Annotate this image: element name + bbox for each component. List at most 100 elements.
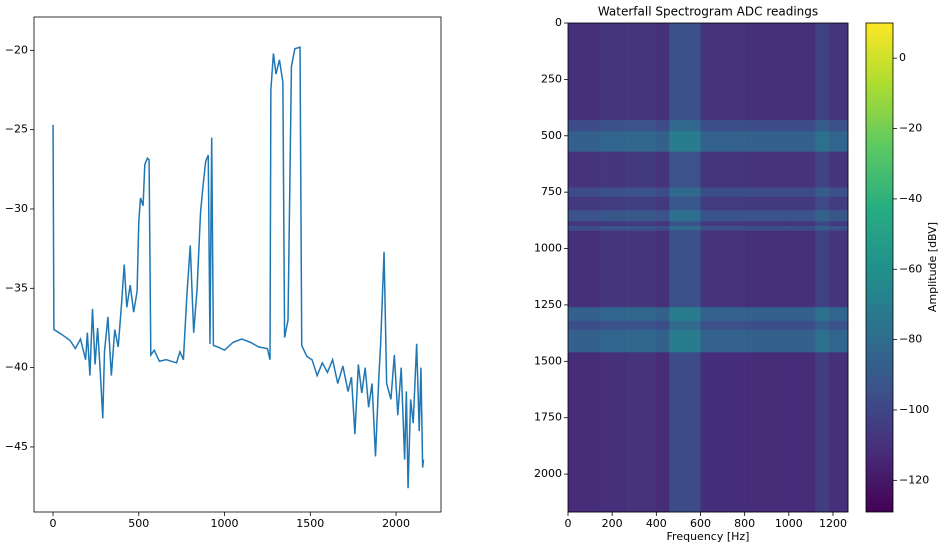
heatmap-cell bbox=[656, 196, 670, 211]
heatmap-cell bbox=[627, 210, 657, 222]
heatmap-cell bbox=[700, 131, 745, 152]
heatmap-cell bbox=[815, 221, 829, 227]
heatmap-cell bbox=[627, 230, 657, 308]
heatmap-cell bbox=[815, 119, 829, 132]
heatmap-cell bbox=[815, 23, 829, 121]
heatmap-cell bbox=[788, 151, 816, 188]
heatmap-cell bbox=[601, 230, 628, 308]
heatmap-cell bbox=[669, 196, 701, 211]
heatmap-cell bbox=[568, 151, 602, 188]
heatmap-cell bbox=[627, 196, 657, 211]
colorbar-label: Amplitude [dBV] bbox=[926, 222, 939, 312]
x-tick-label: 1500 bbox=[296, 517, 324, 530]
heatmap-cell bbox=[700, 221, 745, 227]
heatmap-cell bbox=[828, 210, 849, 222]
heatmap-cell bbox=[669, 210, 701, 222]
heatmap-cell bbox=[669, 119, 701, 132]
heatmap-cell bbox=[744, 151, 790, 188]
heatmap-cell bbox=[744, 230, 790, 308]
colorbar-tick-label: −120 bbox=[899, 473, 929, 486]
heatmap-cell bbox=[815, 196, 829, 211]
y-tick-label: 250 bbox=[541, 72, 562, 85]
heatmap-cell bbox=[627, 151, 657, 188]
x-tick-label: 1000 bbox=[211, 517, 239, 530]
heatmap-cell bbox=[656, 187, 670, 197]
heatmap-cell bbox=[700, 320, 745, 331]
y-tick-label: −20 bbox=[5, 43, 28, 56]
heatmap-cell bbox=[788, 307, 816, 322]
x-tick-label: 400 bbox=[646, 517, 667, 530]
heatmap-cell bbox=[601, 320, 628, 331]
x-tick-label: 600 bbox=[690, 517, 711, 530]
heatmap-cell bbox=[744, 307, 790, 322]
heatmap-cell bbox=[568, 352, 602, 513]
y-tick-label: −30 bbox=[5, 202, 28, 215]
y-tick-label: 500 bbox=[541, 129, 562, 142]
heatmap-cell bbox=[744, 119, 790, 132]
heatmap-cell bbox=[669, 230, 701, 308]
y-tick-label: 0 bbox=[555, 16, 562, 29]
heatmap-cell bbox=[669, 131, 701, 152]
x-tick-label: 1000 bbox=[775, 517, 803, 530]
heatmap-cell bbox=[828, 352, 849, 513]
heatmap-cell bbox=[744, 352, 790, 513]
axes-frame bbox=[33, 16, 442, 513]
heatmap-cell bbox=[828, 329, 849, 353]
heatmap-cell bbox=[601, 187, 628, 197]
heatmap-cell bbox=[828, 196, 849, 211]
heatmap-cell bbox=[568, 221, 602, 227]
heatmap-cell bbox=[700, 352, 745, 513]
heatmap-cell bbox=[788, 352, 816, 513]
heatmap-cell bbox=[627, 131, 657, 152]
heatmap-cell bbox=[744, 221, 790, 227]
heatmap-cell bbox=[601, 307, 628, 322]
heatmap-cell bbox=[669, 329, 701, 353]
heatmap-cell bbox=[828, 187, 849, 197]
heatmap-cell bbox=[656, 119, 670, 132]
x-tick-label: 200 bbox=[602, 517, 623, 530]
heatmap-cell bbox=[788, 131, 816, 152]
heatmap-cell bbox=[788, 225, 816, 231]
x-axis-label: Frequency [Hz] bbox=[667, 530, 750, 543]
heatmap-cell bbox=[815, 329, 829, 353]
heatmap-cell bbox=[700, 196, 745, 211]
heatmap-cell bbox=[627, 221, 657, 227]
heatmap-cell bbox=[828, 23, 849, 121]
heatmap-cell bbox=[656, 221, 670, 227]
heatmap-cell bbox=[656, 151, 670, 188]
heatmap-cell bbox=[815, 151, 829, 188]
heatmap-cell bbox=[568, 210, 602, 222]
x-tick-label: 500 bbox=[128, 517, 149, 530]
y-tick-label: 1750 bbox=[534, 411, 562, 424]
heatmap-cell bbox=[568, 187, 602, 197]
heatmap-cell bbox=[788, 329, 816, 353]
y-tick-label: −40 bbox=[5, 361, 28, 374]
heatmap-cell bbox=[568, 307, 602, 322]
heatmap-cell bbox=[788, 187, 816, 197]
heatmap-cell bbox=[744, 225, 790, 231]
heatmap-cell bbox=[788, 221, 816, 227]
heatmap-cell bbox=[656, 320, 670, 331]
heatmap-cell bbox=[568, 225, 602, 231]
heatmap-cell bbox=[669, 225, 701, 231]
heatmap-cell bbox=[700, 187, 745, 197]
x-tick-label: 800 bbox=[734, 517, 755, 530]
colorbar-tick-label: −20 bbox=[899, 122, 922, 135]
heatmap-cell bbox=[601, 329, 628, 353]
heatmap-cell bbox=[669, 320, 701, 331]
heatmap-cell bbox=[744, 320, 790, 331]
heatmap-cell bbox=[627, 225, 657, 231]
heatmap-cell bbox=[700, 329, 745, 353]
heatmap-cell bbox=[669, 23, 701, 121]
axes-frame bbox=[567, 22, 849, 513]
heatmap-cell bbox=[828, 119, 849, 132]
colorbar-tick-label: 0 bbox=[899, 51, 906, 64]
x-tick-label: 1200 bbox=[819, 517, 847, 530]
heatmap-cell bbox=[669, 221, 701, 227]
heatmap-cell bbox=[700, 210, 745, 222]
heatmap-cell bbox=[601, 210, 628, 222]
heatmap-cell bbox=[828, 131, 849, 152]
chart-title: Waterfall Spectrogram ADC readings bbox=[598, 5, 818, 19]
heatmap-cell bbox=[601, 352, 628, 513]
